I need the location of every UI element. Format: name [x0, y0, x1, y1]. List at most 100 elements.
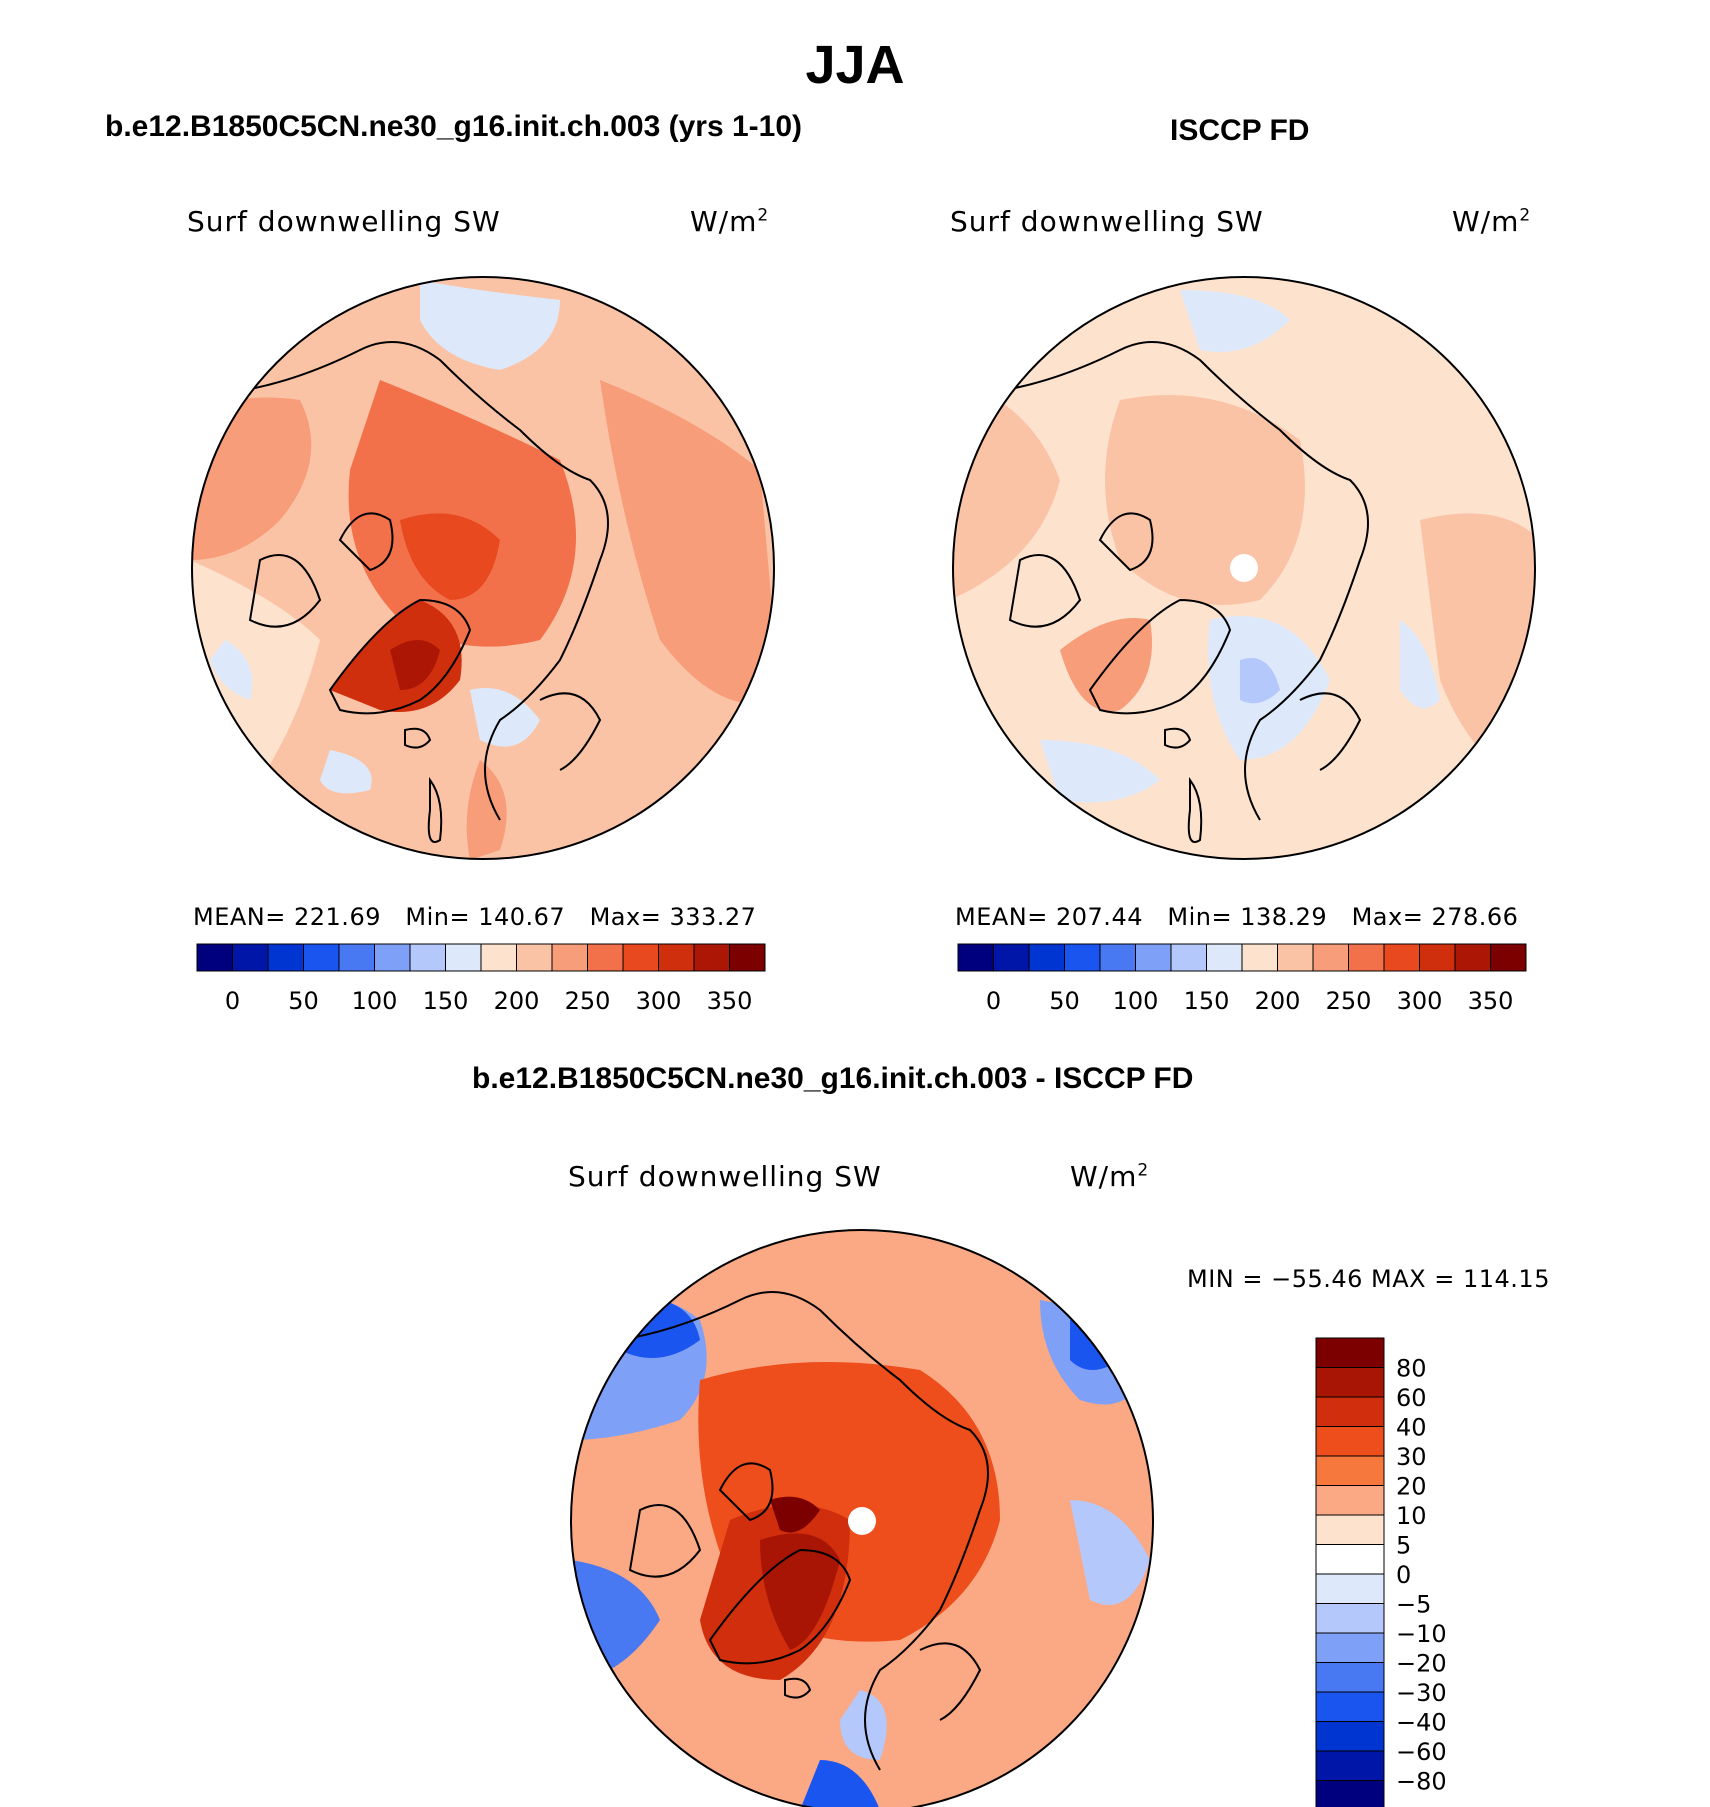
obs-colorbar-tick-label: 300 [1397, 987, 1443, 1015]
model-colorbar-swatch-14 [693, 943, 730, 972]
model-colorbar-tick-label: 350 [707, 987, 753, 1015]
diff-colorbar-tick-label: 80 [1396, 1355, 1427, 1383]
diff-colorbar-swatch-14 [1315, 1750, 1385, 1781]
diff-colorbar-swatch-3 [1315, 1426, 1385, 1457]
diff-colorbar-tick-label: −40 [1396, 1709, 1447, 1737]
obs-colorbar-swatch-8 [1241, 943, 1278, 972]
diff-colorbar-tick-label: −5 [1396, 1591, 1431, 1619]
diff-colorbar-swatch-2 [1315, 1396, 1385, 1427]
diff-colorbar-swatch-6 [1315, 1514, 1385, 1545]
obs-colorbar-swatch-1 [993, 943, 1030, 972]
obs-colorbar-tick-label: 0 [986, 987, 1001, 1015]
diff-colorbar-swatch-1 [1315, 1367, 1385, 1398]
model-colorbar-swatch-5 [374, 943, 411, 972]
obs-colorbar-swatch-11 [1348, 943, 1385, 972]
model-colorbar-swatch-1 [232, 943, 269, 972]
obs-max-value: 278.66 [1431, 903, 1519, 931]
model-colorbar-tick-label: 50 [288, 987, 319, 1015]
diff-colorbar-swatch-0 [1315, 1337, 1385, 1368]
model-colorbar-swatch-12 [622, 943, 659, 972]
model-max-value: 333.27 [669, 903, 757, 931]
diff-colorbar-tick-label: 20 [1396, 1473, 1427, 1501]
obs-colorbar-swatch-13 [1419, 943, 1456, 972]
diff-colorbar-swatch-15 [1315, 1780, 1385, 1807]
obs-colorbar-tick-label: 50 [1049, 987, 1080, 1015]
diff-colorbar-swatch-11 [1315, 1662, 1385, 1693]
obs-mean-label: MEAN= [955, 903, 1048, 931]
diff-colorbar-swatch-5 [1315, 1485, 1385, 1516]
diff-colorbar-tick-label: −30 [1396, 1679, 1447, 1707]
model-units-label: W/m2 [690, 205, 770, 238]
diff-colorbar-tick-label: −80 [1396, 1768, 1447, 1796]
obs-colorbar-tick-label: 250 [1326, 987, 1372, 1015]
obs-colorbar-swatch-12 [1383, 943, 1420, 972]
model-colorbar-tick-label: 200 [494, 987, 540, 1015]
obs-polar-map [952, 276, 1536, 860]
obs-max-label: Max= [1351, 903, 1424, 931]
obs-colorbar-tick-label: 100 [1113, 987, 1159, 1015]
model-colorbar-swatch-2 [267, 943, 304, 972]
diff-colorbar-swatch-10 [1315, 1632, 1385, 1663]
diff-colorbar-tick-label: 30 [1396, 1443, 1427, 1471]
model-min-label: Min= [405, 903, 471, 931]
obs-colorbar-swatch-0 [957, 943, 994, 972]
diff-colorbar-tick-label: 40 [1396, 1414, 1427, 1442]
diff-colorbar-swatch-8 [1315, 1573, 1385, 1604]
obs-colorbar-tick-label: 150 [1184, 987, 1230, 1015]
model-colorbar-swatch-8 [480, 943, 517, 972]
model-colorbar-swatch-11 [587, 943, 624, 972]
obs-min-label: Min= [1167, 903, 1233, 931]
diff-colorbar-tick-label: −20 [1396, 1650, 1447, 1678]
diff-colorbar-swatch-7 [1315, 1544, 1385, 1575]
model-colorbar-swatch-9 [516, 943, 553, 972]
model-case-title: b.e12.B1850C5CN.ne30_g16.init.ch.003 (yr… [105, 110, 803, 143]
obs-colorbar-swatch-4 [1099, 943, 1136, 972]
model-colorbar-swatch-3 [303, 943, 340, 972]
obs-units-label: W/m2 [1452, 205, 1532, 238]
model-colorbar: 0 50 100 150 200 250 300 350 [196, 943, 766, 1015]
diff-variable-label: Surf downwelling SW [568, 1160, 882, 1193]
model-colorbar-tick-label: 250 [565, 987, 611, 1015]
model-colorbar-swatch-4 [338, 943, 375, 972]
model-colorbar-tick-label: 150 [423, 987, 469, 1015]
diff-units-label: W/m2 [1070, 1160, 1150, 1193]
obs-variable-label: Surf downwelling SW [950, 205, 1264, 238]
model-mean-label: MEAN= [193, 903, 286, 931]
obs-case-title: ISCCP FD [1170, 114, 1310, 147]
model-variable-label: Surf downwelling SW [187, 205, 501, 238]
obs-colorbar-tick-label: 350 [1468, 987, 1514, 1015]
diff-colorbar-tick-label: −60 [1396, 1738, 1447, 1766]
diff-colorbar-tick-label: 10 [1396, 1502, 1427, 1530]
diff-colorbar-tick-label: 5 [1396, 1532, 1411, 1560]
diff-minmax: MIN = −55.46 MAX = 114.15 [1187, 1265, 1550, 1293]
obs-colorbar-swatch-9 [1277, 943, 1314, 972]
model-min-value: 140.67 [478, 903, 566, 931]
model-colorbar-swatch-10 [551, 943, 588, 972]
obs-colorbar-swatch-2 [1028, 943, 1065, 972]
obs-colorbar-swatch-6 [1170, 943, 1207, 972]
model-colorbar-swatch-0 [196, 943, 233, 972]
model-max-label: Max= [589, 903, 662, 931]
model-mean-value: 221.69 [294, 903, 381, 931]
obs-mean-value: 207.44 [1056, 903, 1143, 931]
diff-colorbar-tick-label: −10 [1396, 1620, 1447, 1648]
diff-colorbar-tick-label: 60 [1396, 1384, 1427, 1412]
model-stats: MEAN= 221.69 Min= 140.67 Max= 333.27 [193, 903, 756, 931]
obs-colorbar-swatch-3 [1064, 943, 1101, 972]
model-colorbar-tick-label: 300 [636, 987, 682, 1015]
model-colorbar-tick-label: 100 [352, 987, 398, 1015]
obs-colorbar-swatch-7 [1206, 943, 1243, 972]
model-polar-map [191, 276, 775, 860]
diff-polar-map [570, 1229, 1154, 1807]
obs-stats: MEAN= 207.44 Min= 138.29 Max= 278.66 [955, 903, 1518, 931]
diff-case-title: b.e12.B1850C5CN.ne30_g16.init.ch.003 - I… [472, 1062, 1194, 1095]
diff-colorbar-swatch-12 [1315, 1691, 1385, 1722]
model-colorbar-swatch-7 [445, 943, 482, 972]
model-colorbar-swatch-15 [729, 943, 766, 972]
obs-colorbar-tick-label: 200 [1255, 987, 1301, 1015]
model-colorbar-swatch-13 [658, 943, 695, 972]
obs-colorbar-swatch-10 [1312, 943, 1349, 972]
diff-colorbar-tick-label: 0 [1396, 1561, 1411, 1589]
